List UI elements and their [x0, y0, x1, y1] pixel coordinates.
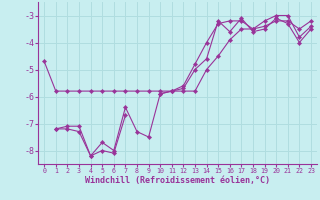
X-axis label: Windchill (Refroidissement éolien,°C): Windchill (Refroidissement éolien,°C) [85, 176, 270, 185]
